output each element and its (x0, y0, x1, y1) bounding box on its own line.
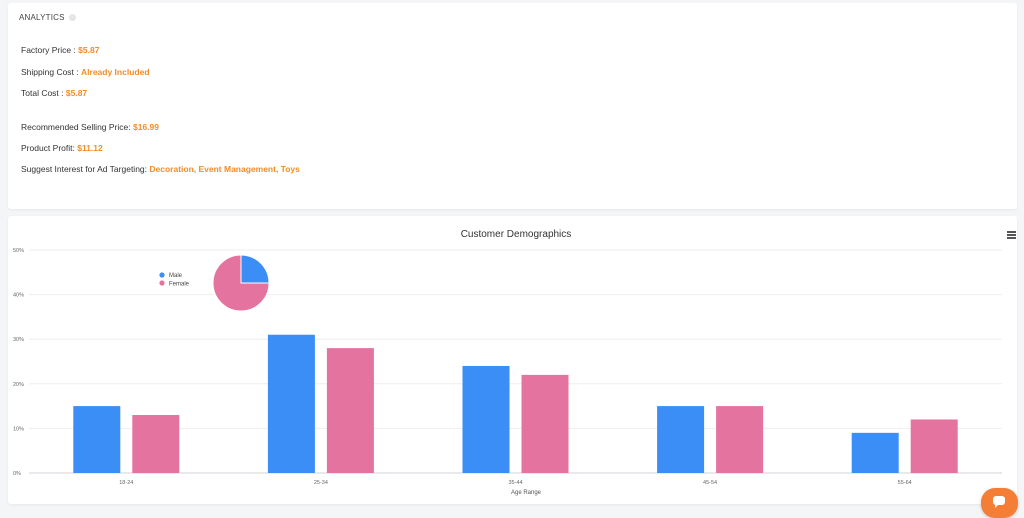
total-cost-label: Total Cost : (21, 88, 66, 98)
bar-female-25-34[interactable] (326, 348, 374, 473)
analytics-title-text: ANALYTICS (19, 13, 65, 22)
factory-price-label: Factory Price : (21, 45, 79, 55)
legend-female-marker (159, 280, 165, 286)
bar-male-35-44[interactable] (462, 365, 510, 473)
product-profit-label: Product Profit: (21, 143, 78, 153)
shipping-cost-row: Shipping Cost : Already Included (21, 67, 150, 77)
gender-pie-chart (212, 254, 270, 312)
selling-price-row: Recommended Selling Price: $16.99 (21, 122, 159, 132)
legend-male-label[interactable]: Male (169, 273, 183, 279)
legend-female-label[interactable]: Female (169, 282, 190, 288)
chart-gridlines: 0% 10% 20% 30% 40% 50% (13, 248, 1002, 477)
x-tick-label: 45-54 (703, 480, 717, 486)
selling-price-value: $16.99 (132, 122, 159, 132)
ad-targeting-value: Decoration, Event Management, Toys (149, 164, 300, 174)
shipping-cost-value: Already Included (81, 67, 150, 77)
factory-price-row: Factory Price : $5.87 (21, 45, 99, 55)
factory-price-value: $5.87 (78, 45, 100, 55)
chart-title: Customer Demographics (461, 229, 572, 240)
total-cost-row: Total Cost : $5.87 (21, 88, 87, 98)
shipping-cost-label: Shipping Cost : (21, 67, 82, 77)
bar-female-35-44[interactable] (521, 374, 569, 473)
info-icon[interactable]: i (68, 14, 76, 21)
product-profit-row: Product Profit: $11.12 (21, 143, 103, 153)
y-tick-label: 0% (13, 471, 21, 477)
legend-male-marker (159, 272, 165, 278)
x-tick-label: 55-64 (898, 480, 912, 486)
chart-legend: Male Female (159, 272, 190, 288)
x-tick-label: 35-44 (508, 480, 522, 486)
bar-male-45-54[interactable] (657, 406, 705, 473)
bar-female-45-54[interactable] (716, 406, 764, 473)
bar-female-18-24[interactable] (132, 415, 180, 473)
chart-bars (73, 334, 958, 473)
bar-male-18-24[interactable] (73, 406, 121, 473)
ad-targeting-row: Suggest Interest for Ad Targeting: Decor… (21, 164, 300, 174)
x-tick-label: 25-34 (314, 480, 328, 486)
bar-male-25-34[interactable] (267, 334, 315, 473)
x-axis-title: Age Range (511, 490, 542, 496)
pie-slice-male[interactable] (240, 254, 270, 284)
ad-targeting-label: Suggest Interest for Ad Targeting: (21, 164, 150, 174)
product-profit-value: $11.12 (77, 143, 103, 153)
selling-price-label: Recommended Selling Price: (21, 122, 133, 132)
bar-female-55-64[interactable] (910, 419, 958, 473)
analytics-card: ANALYTICS i Factory Price : $5.87 Shippi… (8, 3, 1017, 209)
x-tick-label: 18-24 (119, 480, 133, 486)
y-tick-label: 40% (13, 293, 24, 299)
chat-button[interactable] (981, 488, 1018, 518)
bar-male-55-64[interactable] (851, 432, 899, 473)
analytics-title: ANALYTICS i (19, 13, 76, 22)
hamburger-menu-icon[interactable] (1007, 231, 1016, 239)
y-tick-label: 30% (13, 337, 24, 343)
chat-icon (993, 496, 1005, 508)
y-tick-label: 50% (13, 248, 24, 254)
chart-x-ticks: 18-24 25-34 35-44 45-54 55-64 (119, 480, 911, 486)
y-tick-label: 20% (13, 382, 24, 388)
total-cost-value: $5.87 (65, 88, 88, 98)
pie-slice-female[interactable] (212, 254, 270, 312)
y-tick-label: 10% (13, 426, 24, 432)
